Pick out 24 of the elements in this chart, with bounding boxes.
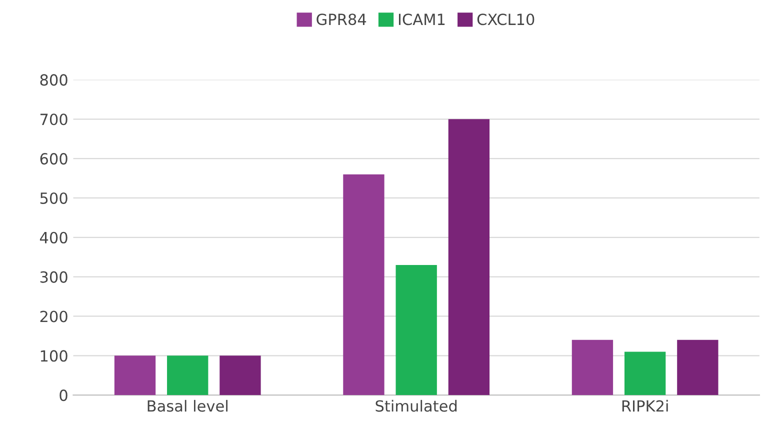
y-tick-label: 600 — [40, 153, 68, 165]
y-tick-label: 800 — [40, 74, 68, 86]
bar — [396, 264, 437, 396]
x-tick-label: Basal level — [148, 400, 228, 412]
bar — [167, 356, 208, 396]
y-tick-label: 700 — [40, 114, 68, 126]
bar — [220, 356, 261, 396]
bar — [114, 356, 156, 396]
bar — [624, 352, 666, 396]
y-tick-label: 500 — [40, 192, 68, 204]
y-tick-label: 300 — [40, 271, 68, 283]
y-tick-label: 400 — [40, 232, 68, 244]
bar — [677, 340, 718, 396]
bar — [448, 119, 490, 396]
y-tick-label: 0 — [60, 390, 68, 402]
legend-label: ICAM1 — [398, 14, 445, 26]
y-tick-label: 200 — [40, 310, 68, 322]
x-tick-label: RIPK2i — [622, 400, 668, 412]
y-tick-label: 100 — [40, 350, 68, 362]
bar — [343, 174, 384, 396]
legend-label: CXCL10 — [477, 14, 534, 26]
x-tick-label: Stimulated — [376, 400, 457, 412]
legend-label: GPR84 — [316, 14, 366, 26]
bar — [572, 340, 614, 396]
